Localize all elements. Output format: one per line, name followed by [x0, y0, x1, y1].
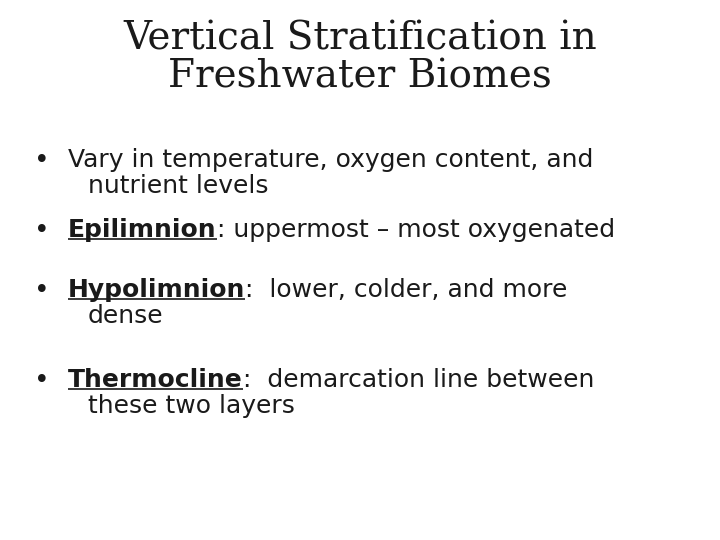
Text: Vertical Stratification in: Vertical Stratification in	[123, 20, 597, 57]
Text: •: •	[34, 218, 50, 244]
Text: :  lower, colder, and more: : lower, colder, and more	[246, 278, 568, 302]
Text: dense: dense	[88, 304, 163, 328]
Text: •: •	[34, 278, 50, 304]
Text: •: •	[34, 148, 50, 174]
Text: Vary in temperature, oxygen content, and: Vary in temperature, oxygen content, and	[68, 148, 593, 172]
Text: Thermocline: Thermocline	[68, 368, 243, 392]
Text: these two layers: these two layers	[88, 394, 295, 418]
Text: Freshwater Biomes: Freshwater Biomes	[168, 58, 552, 95]
Text: Hypolimnion: Hypolimnion	[68, 278, 246, 302]
Text: nutrient levels: nutrient levels	[88, 174, 269, 198]
Text: : uppermost – most oxygenated: : uppermost – most oxygenated	[217, 218, 615, 242]
Text: Epilimnion: Epilimnion	[68, 218, 217, 242]
Text: •: •	[34, 368, 50, 394]
Text: :  demarcation line between: : demarcation line between	[243, 368, 594, 392]
